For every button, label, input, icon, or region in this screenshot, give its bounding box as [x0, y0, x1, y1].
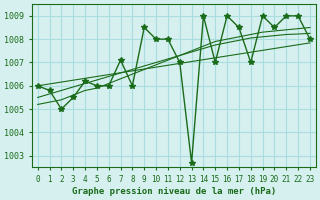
X-axis label: Graphe pression niveau de la mer (hPa): Graphe pression niveau de la mer (hPa) [72, 187, 276, 196]
